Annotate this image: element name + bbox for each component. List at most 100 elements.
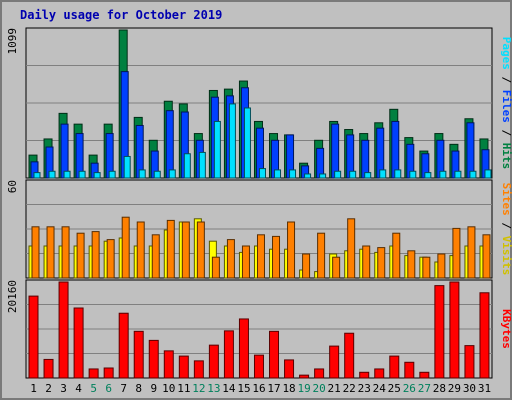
kbytes-bar: [43, 358, 54, 379]
visits-panel-side-label-part: Visits: [500, 236, 512, 276]
sites-bar: [302, 253, 311, 279]
pages-bar: [78, 170, 86, 179]
kbytes-bar: [223, 330, 234, 379]
sites-bar: [362, 245, 371, 279]
pages-bar: [394, 169, 402, 179]
sites-bar: [422, 256, 431, 279]
kbytes-bar: [103, 367, 114, 379]
day-label: 12: [192, 382, 205, 395]
sites-bar: [151, 234, 160, 279]
pages-bar: [123, 155, 131, 179]
day-label: 6: [105, 382, 112, 395]
pages-bar: [304, 173, 312, 179]
day-label: 17: [267, 382, 280, 395]
pages-bar: [213, 120, 221, 179]
kbytes-bar: [449, 281, 460, 379]
sites-bar: [467, 226, 476, 279]
day-label: 19: [297, 382, 310, 395]
pages-bar: [48, 170, 56, 179]
files-bar: [60, 123, 69, 179]
pages-bar: [93, 172, 101, 179]
pages-bar: [379, 169, 387, 179]
day-label: 29: [448, 382, 461, 395]
day-label: 27: [418, 382, 431, 395]
sites-bar: [181, 221, 190, 279]
pages-bar: [108, 170, 116, 179]
sites-bar: [196, 221, 205, 279]
sites-bar: [136, 221, 145, 279]
day-label: 28: [433, 382, 446, 395]
sites-bar: [121, 216, 130, 279]
day-label: 1: [30, 382, 37, 395]
pages-bar: [289, 169, 297, 179]
pages-bar: [243, 107, 251, 179]
pages-bar: [138, 169, 146, 179]
day-label: 25: [388, 382, 401, 395]
sites-bar: [437, 253, 446, 279]
visits-panel-side-label: Sites / Visits: [500, 183, 512, 276]
day-label: 10: [162, 382, 175, 395]
kbytes-bar: [238, 318, 249, 379]
pages-bar: [409, 170, 417, 179]
visits-panel-max-label: 60: [6, 180, 19, 193]
sites-bar: [256, 234, 265, 279]
day-label: 14: [222, 382, 236, 395]
visits-panel-side-label-part: Sites: [500, 183, 512, 216]
day-label: 21: [328, 382, 341, 395]
pages-bar: [63, 170, 71, 179]
hits-panel-side-label-part: /: [500, 123, 512, 143]
kbytes-bar: [359, 371, 370, 379]
kbytes-bar: [464, 345, 475, 379]
sites-bar: [226, 239, 235, 279]
pages-bar: [334, 170, 342, 179]
sites-bar: [241, 245, 250, 279]
day-label: 8: [135, 382, 142, 395]
files-bar: [165, 110, 174, 179]
hits-panel-side-label-part: Hits: [500, 143, 512, 170]
pages-bar: [424, 172, 432, 179]
pages-bar: [153, 170, 161, 179]
pages-bar: [319, 173, 327, 179]
day-label: 9: [150, 382, 157, 395]
sites-bar: [272, 235, 281, 279]
kbytes-bar: [404, 361, 415, 379]
day-label: 3: [60, 382, 67, 395]
files-bar: [466, 122, 475, 179]
day-label: 30: [463, 382, 476, 395]
pages-bar: [484, 169, 492, 179]
sites-bar: [46, 226, 55, 279]
hits-panel-side-label: Pages / Files / Hits: [500, 37, 512, 170]
kbytes-bar: [344, 332, 355, 379]
kbytes-bar: [434, 285, 445, 379]
day-label: 13: [207, 382, 220, 395]
sites-bar: [317, 232, 326, 279]
pages-bar: [454, 170, 462, 179]
sites-bar: [61, 226, 70, 279]
kbytes-panel-side-label: KBytes: [500, 309, 512, 349]
kbytes-bar: [28, 295, 39, 379]
pages-bar: [349, 170, 357, 179]
kbytes-bar: [419, 371, 430, 379]
kbytes-bar: [193, 360, 204, 379]
sites-bar: [407, 250, 416, 279]
kbytes-bar: [133, 330, 144, 379]
sites-bar: [452, 227, 461, 279]
sites-bar: [287, 221, 296, 279]
kbytes-bar: [253, 354, 264, 379]
sites-bar: [31, 226, 40, 279]
sites-bar: [392, 232, 401, 279]
chart-title: Daily usage for October 2019: [20, 8, 222, 22]
sites-bar: [347, 218, 356, 279]
day-label: 4: [75, 382, 82, 395]
kbytes-panel-side-label-part: KBytes: [500, 309, 512, 349]
kbytes-bar: [148, 339, 159, 379]
pages-bar: [228, 103, 236, 179]
sites-bar: [106, 239, 115, 279]
pages-bar: [183, 153, 191, 179]
kbytes-bar: [208, 344, 219, 379]
day-label: 24: [373, 382, 387, 395]
day-label: 22: [343, 382, 356, 395]
day-label: 16: [252, 382, 265, 395]
day-label: 15: [237, 382, 250, 395]
